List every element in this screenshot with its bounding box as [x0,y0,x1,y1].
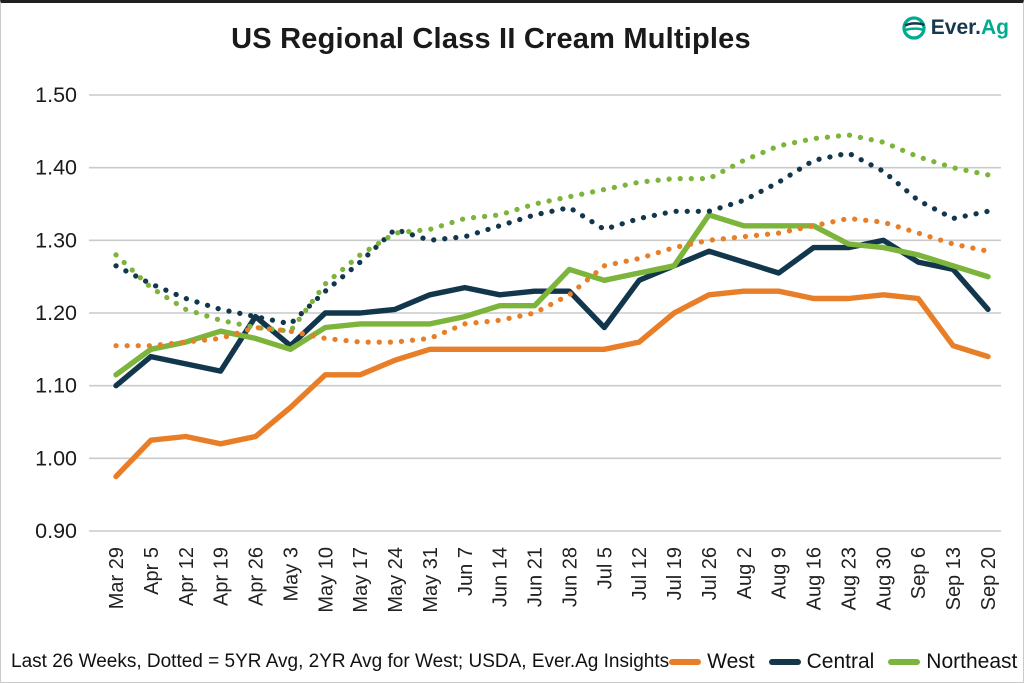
x-tick-label: Aug 2 [734,547,756,599]
x-tick-label: Aug 16 [804,547,826,610]
x-tick-label: Apr 19 [211,547,233,606]
x-tick-label: May 24 [385,547,407,613]
y-tick-label: 1.10 [35,374,77,398]
series-line-northeast-5yr-avg [113,132,991,334]
series-line-west [113,288,991,480]
y-tick-label: 1.00 [35,446,77,470]
x-tick-label: May 31 [420,547,442,613]
legend-label-central: Central [806,650,875,673]
legend-label-northeast: Northeast [926,650,1018,673]
page-title: US Regional Class II Cream Multiples [231,23,751,55]
chart-legend: West Central Northeast [669,650,1017,674]
x-tick-label: Aug 30 [873,547,895,610]
legend-item-northeast: Northeast [888,650,1017,674]
x-tick-label: Mar 29 [106,547,128,609]
x-tick-label: Sep 20 [978,547,1000,610]
legend-item-central: Central [768,650,875,674]
x-tick-label: May 3 [280,547,302,601]
y-tick-label: 1.50 [35,83,77,107]
brand-logo: Ever.Ag [901,15,1009,41]
brand-logo-text: Ever.Ag [931,16,1009,40]
chart-footer: Last 26 Weeks, Dotted = 5YR Avg, 2YR Avg… [11,644,1017,680]
x-tick-label: Aug 9 [769,547,791,599]
x-tick-label: Aug 23 [838,547,860,610]
y-tick-label: 1.40 [35,156,77,180]
legend-label-west: West [707,650,755,673]
west-line-swatch [669,659,702,665]
x-tick-label: Jul 26 [699,547,721,600]
series-line-central-5yr-avg [113,150,991,327]
x-tick-label: Jun 21 [525,547,547,607]
x-tick-label: Jul 5 [594,547,616,589]
everag-globe-icon [901,15,927,41]
legend-item-west: West [669,650,755,674]
x-tick-label: Sep 13 [943,547,965,610]
x-tick-label: Apr 12 [176,547,198,606]
series-line-west-2yr-avg [113,215,991,349]
chart-canvas: 1.50 1.40 1.30 1.20 1.10 1.00 0.90 Mar 29 Apr 5 A… [35,83,1001,613]
x-tick-label: Apr 5 [141,547,163,595]
y-tick-label: 1.30 [35,228,77,252]
y-tick-label: 1.20 [35,301,77,325]
x-tick-label: May 17 [350,547,372,613]
brand-text-primary: Ever. [930,16,981,39]
brand-text-secondary: Ag [981,16,1009,39]
x-tick-label: May 10 [315,547,337,613]
northeast-line-swatch [888,659,921,665]
x-tick-label: Jul 12 [629,547,651,600]
x-tick-label: Jun 14 [490,547,512,607]
x-tick-label: Jun 28 [559,547,581,607]
central-line-swatch [768,659,801,665]
x-tick-label: Sep 6 [908,547,930,599]
x-tick-label: Apr 26 [246,547,268,606]
chart-area: 1.50 1.40 1.30 1.20 1.10 1.00 0.90 Mar 29 Apr 5 A… [1,3,1023,682]
y-tick-label: 0.90 [35,519,77,543]
x-tick-label: Jul 19 [664,547,686,600]
series-line-northeast [113,212,991,378]
source-note: Last 26 Weeks, Dotted = 5YR Avg, 2YR Avg… [11,651,670,672]
x-tick-label: Jun 7 [455,547,477,596]
